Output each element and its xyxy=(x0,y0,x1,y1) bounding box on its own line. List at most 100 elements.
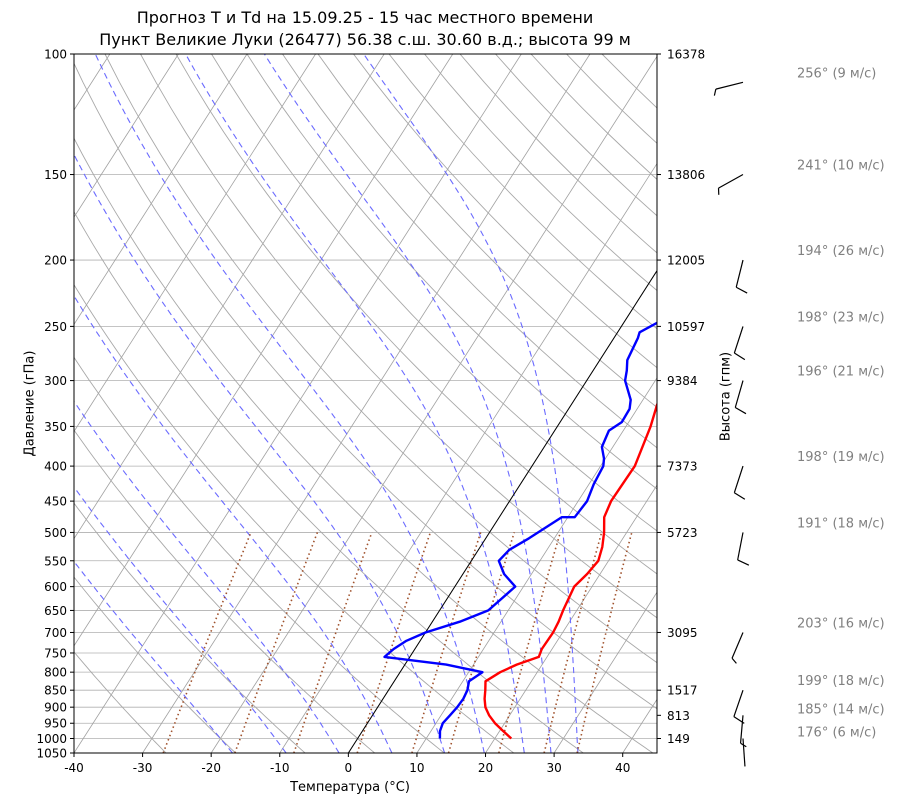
moist-adiabat xyxy=(74,400,340,753)
x-tick-label: 30 xyxy=(546,761,561,775)
dry-adiabat xyxy=(74,429,375,753)
dewpoint-line xyxy=(383,321,657,739)
dry-adiabat xyxy=(74,651,167,753)
moist-adiabat xyxy=(94,54,485,753)
wind-barb-staff xyxy=(715,81,744,90)
wind-barb-staff xyxy=(718,174,744,189)
dry-adiabat xyxy=(211,54,657,532)
x-tick-label: 40 xyxy=(615,761,630,775)
dry-adiabat xyxy=(74,137,654,753)
wind-label: 191° (18 м/с) xyxy=(797,516,885,531)
wind-label: 194° (26 м/с) xyxy=(797,244,885,259)
y-tick-label: 750 xyxy=(44,646,67,660)
isotherm-line xyxy=(74,54,248,326)
dry-adiabat xyxy=(74,210,584,753)
plot-frame xyxy=(73,53,658,754)
y-tick-label: 1000 xyxy=(36,732,67,746)
y-tick-label: 600 xyxy=(44,580,67,594)
height-tick-label: 16378 xyxy=(667,48,705,62)
mixing-ratio-line xyxy=(234,532,319,753)
wind-label: 198° (19 м/с) xyxy=(797,450,885,465)
y-tick-label: 800 xyxy=(44,666,67,680)
x-tick-label: 20 xyxy=(478,761,493,775)
wind-barb-flag xyxy=(731,657,737,664)
wind-barbs: 256° (9 м/с) 241° (10 м/с) 194° (26 м/с) 19… xyxy=(713,66,885,767)
wind-label: 203° (16 м/с) xyxy=(797,616,885,631)
y-tick-label: 950 xyxy=(44,717,67,731)
x-tick-label: -40 xyxy=(64,761,84,775)
dry-adiabat xyxy=(74,502,306,753)
wind-barb-staff xyxy=(737,532,744,561)
wind-label: 185° (14 м/с) xyxy=(797,702,885,717)
y-tick-label: 850 xyxy=(44,684,67,698)
wind-label: 256° (9 м/с) xyxy=(797,66,876,81)
wind-barb-flag xyxy=(713,88,717,96)
mixing-ratio-line xyxy=(411,532,482,753)
isotherm-line xyxy=(74,54,385,540)
isotherm-line xyxy=(74,54,454,647)
wind-barb-flag xyxy=(734,492,746,500)
isotherm-line xyxy=(0,54,41,753)
mixing-ratio-line xyxy=(543,532,603,753)
height-tick-label: 13806 xyxy=(667,168,705,182)
dry-adiabat xyxy=(74,283,515,753)
wind-barb-staff xyxy=(742,738,746,767)
height-tick-label: 3095 xyxy=(667,626,698,640)
height-tick-label: 149 xyxy=(667,732,690,746)
y-tick-label: 900 xyxy=(44,701,67,715)
chart-title: Прогноз T и Td на 15.09.25 - 15 час мест… xyxy=(136,8,594,27)
wind-barb-staff xyxy=(739,715,744,744)
dry-adiabat xyxy=(104,54,657,664)
wind-label: 196° (21 м/с) xyxy=(797,365,885,380)
x-tick-label: -30 xyxy=(133,761,153,775)
y-tick-label: 650 xyxy=(44,604,67,618)
x-axis-label: Температура (°C) xyxy=(290,780,410,795)
wind-label: 241° (10 м/с) xyxy=(797,159,885,174)
height-tick-label: 9384 xyxy=(667,374,698,388)
moist-adiabat xyxy=(74,294,393,753)
wind-label: 176° (6 м/с) xyxy=(797,725,876,740)
wind-barb-staff xyxy=(733,465,744,493)
dry-adiabat xyxy=(74,576,236,753)
isotherm-line xyxy=(485,484,657,753)
moist-adiabat xyxy=(74,560,233,753)
moist-adiabat xyxy=(185,54,525,753)
temperature-line xyxy=(483,402,657,740)
height-tick-label: 1517 xyxy=(667,684,698,698)
dry-adiabat xyxy=(74,62,657,710)
profile-lines xyxy=(383,321,657,740)
y-tick-label: 1050 xyxy=(36,747,67,761)
height-tick-label: 7373 xyxy=(667,460,698,474)
height-tick-label: 813 xyxy=(667,709,690,723)
wind-barb-staff xyxy=(733,326,744,354)
isotherm-line xyxy=(416,377,657,753)
isotherm-line xyxy=(553,591,657,753)
wind-barb-staff xyxy=(733,689,744,717)
dry-adiabat xyxy=(246,54,657,490)
wind-label: 198° (23 м/с) xyxy=(797,310,885,325)
wind-label: 199° (18 м/с) xyxy=(797,674,885,689)
moist-adiabat xyxy=(263,54,552,753)
wind-barb-flag xyxy=(735,286,748,294)
zero-isotherm xyxy=(347,269,657,753)
mixing-ratio-line xyxy=(293,532,373,753)
y-tick-label: 700 xyxy=(44,626,67,640)
y-tick-label: 350 xyxy=(44,420,67,434)
height-tick-label: 10597 xyxy=(667,320,705,334)
y-tick-label: 100 xyxy=(44,48,67,62)
dry-adiabat xyxy=(74,356,445,753)
x-tick-label: 0 xyxy=(345,761,353,775)
dry-adiabat xyxy=(317,54,657,408)
mixing-ratio-line xyxy=(447,532,516,753)
dry-adiabat xyxy=(140,54,657,619)
mixing-ratio-line xyxy=(498,532,562,753)
y-tick-label: 300 xyxy=(44,374,67,388)
isotherm-line xyxy=(142,54,591,753)
y-tick-label: 400 xyxy=(44,460,67,474)
y-tick-label: 150 xyxy=(44,168,67,182)
moist-adiabat xyxy=(74,486,287,753)
wind-barb-staff xyxy=(734,380,744,408)
y-tick-label: 450 xyxy=(44,495,67,509)
moist-adiabat xyxy=(74,153,446,753)
isotherm-line xyxy=(74,54,179,218)
